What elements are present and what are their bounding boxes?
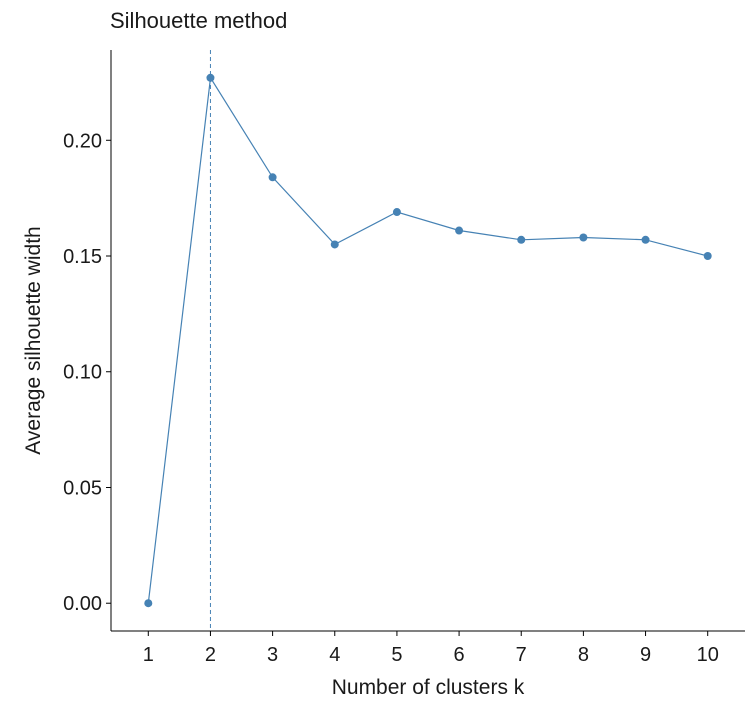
data-point (455, 226, 464, 235)
data-point (268, 173, 277, 182)
data-point (144, 599, 153, 608)
data-point (703, 252, 712, 261)
x-tick-label: 7 (516, 644, 527, 666)
y-axis-label: Average silhouette width (22, 226, 45, 454)
data-points-group (144, 73, 712, 608)
chart-title: Silhouette method (110, 8, 288, 33)
x-ticks-group: 1 2 3 4 5 6 7 8 9 10 (143, 631, 719, 666)
data-point (641, 235, 650, 244)
x-tick-label: 2 (205, 644, 216, 666)
data-point (579, 233, 588, 242)
data-point (330, 240, 339, 249)
axes-group (110, 50, 745, 632)
y-tick-label: 0.05 (63, 477, 102, 499)
x-tick-label: 10 (697, 644, 719, 666)
x-tick-label: 5 (391, 644, 402, 666)
x-tick-label: 4 (329, 644, 340, 666)
y-tick-label: 0.15 (63, 246, 102, 268)
x-tick-label: 1 (143, 644, 154, 666)
y-tick-label: 0.20 (63, 130, 102, 152)
data-point (392, 208, 401, 217)
y-ticks-group: 0.00 0.05 0.10 0.15 0.20 (63, 130, 111, 615)
x-tick-label: 6 (454, 644, 465, 666)
x-tick-label: 8 (578, 644, 589, 666)
x-axis-label: Number of clusters k (332, 676, 525, 699)
y-tick-label: 0.10 (63, 362, 102, 384)
data-point (517, 235, 526, 244)
series-line (147, 76, 708, 604)
x-tick-label: 3 (267, 644, 278, 666)
x-tick-label: 9 (640, 644, 651, 666)
data-point (206, 73, 215, 82)
y-tick-label: 0.00 (63, 593, 102, 615)
